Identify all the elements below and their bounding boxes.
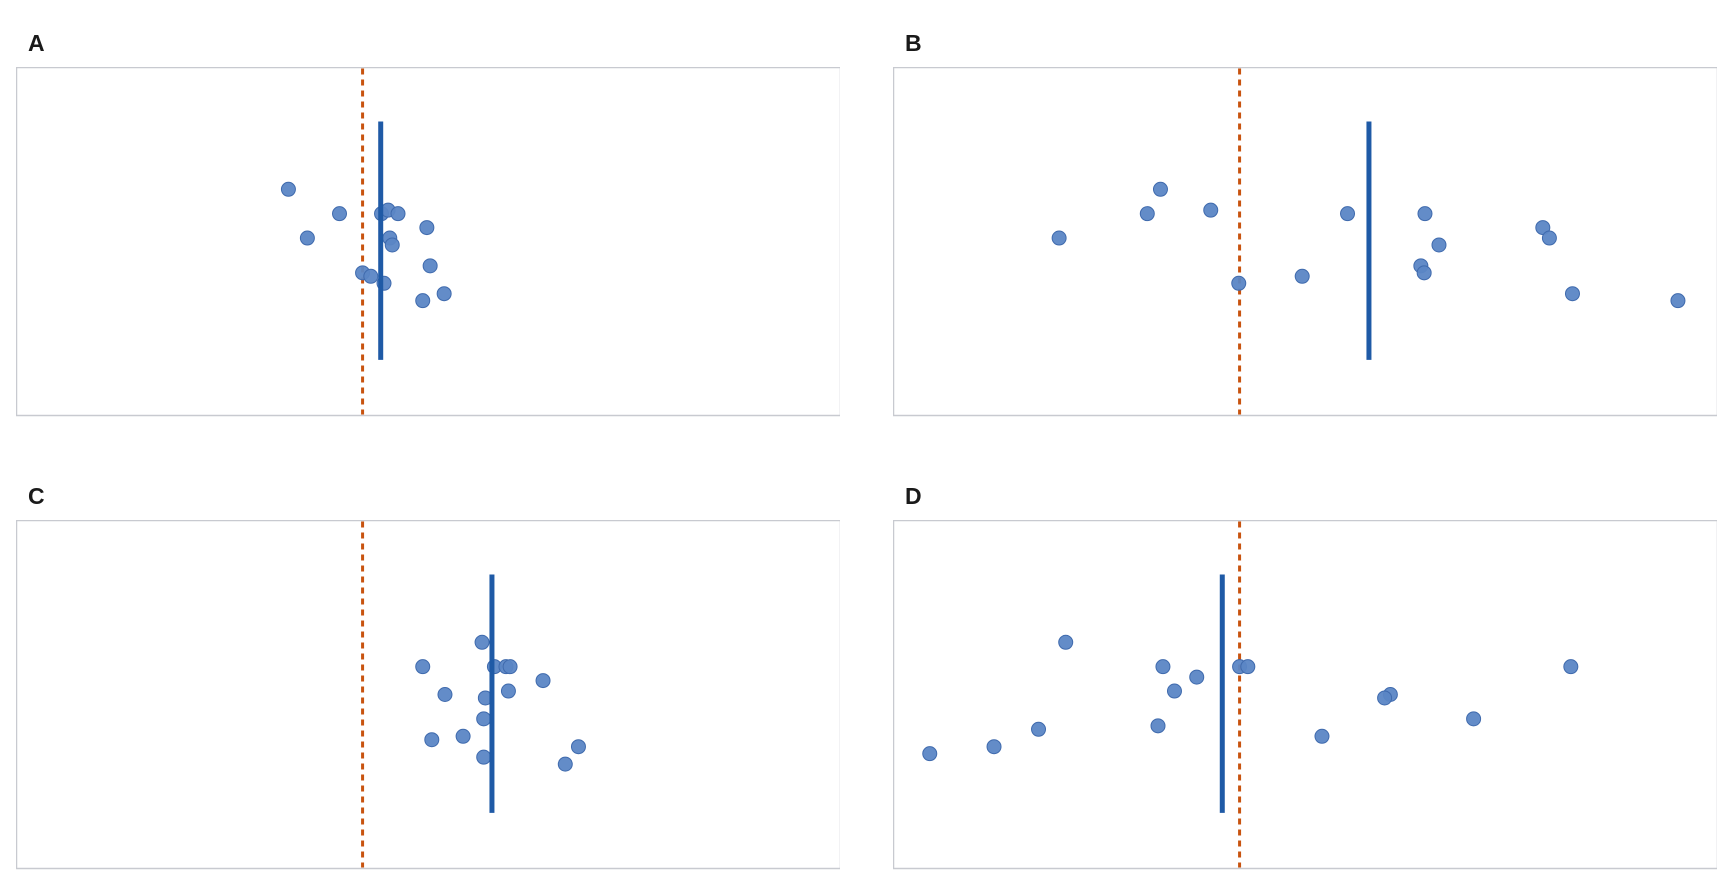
data-point: [922, 746, 938, 762]
data-point: [476, 749, 492, 765]
data-point: [384, 237, 400, 253]
data-point: [1203, 202, 1219, 218]
data-point: [415, 659, 431, 675]
data-point: [502, 659, 518, 675]
data-point: [1670, 293, 1686, 309]
data-point: [1189, 669, 1205, 685]
panel-label: D: [905, 483, 922, 509]
plot-frame: [16, 520, 840, 870]
data-point: [476, 711, 492, 727]
data-point: [455, 728, 471, 744]
data-point: [1231, 275, 1247, 291]
data-point: [1155, 659, 1171, 675]
data-point: [1563, 659, 1579, 675]
plot-area: [16, 520, 840, 870]
plot-area: [16, 67, 840, 417]
data-point: [419, 220, 435, 236]
data-point: [280, 181, 296, 197]
data-point: [1564, 286, 1580, 302]
data-point: [1166, 683, 1182, 699]
data-point: [436, 286, 452, 302]
data-point: [1051, 230, 1067, 246]
data-point: [1294, 268, 1310, 284]
data-point: [1417, 206, 1433, 222]
data-point: [1031, 721, 1047, 737]
data-point: [422, 258, 438, 274]
data-point: [1466, 711, 1482, 727]
data-point: [363, 268, 379, 284]
data-point: [390, 206, 406, 222]
data-point: [1431, 237, 1447, 253]
data-point: [424, 732, 440, 748]
plot-area: [893, 520, 1717, 870]
panel-label: B: [905, 30, 922, 56]
plot-frame: [893, 520, 1717, 870]
data-point: [1314, 728, 1330, 744]
data-point: [474, 634, 490, 650]
data-point: [1340, 206, 1356, 222]
data-point: [415, 293, 431, 309]
data-point: [1541, 230, 1557, 246]
panel-d: D: [893, 479, 1717, 878]
data-point: [1150, 718, 1166, 734]
plot-frame: [16, 67, 840, 417]
data-point: [332, 206, 348, 222]
data-point: [1058, 634, 1074, 650]
panel-c: C: [16, 479, 840, 878]
data-point: [1240, 659, 1256, 675]
panel-a: A: [16, 26, 840, 425]
data-point: [1139, 206, 1155, 222]
data-point: [437, 687, 453, 702]
data-point: [1377, 690, 1393, 706]
data-point: [1152, 181, 1168, 197]
data-point: [557, 756, 573, 772]
panel-label: C: [28, 483, 45, 509]
data-point: [299, 230, 315, 246]
panel-label: A: [28, 30, 45, 56]
data-point: [1416, 265, 1432, 281]
panel-b: B: [893, 26, 1717, 425]
plot-area: [893, 67, 1717, 417]
data-point: [570, 739, 586, 755]
data-point: [535, 673, 551, 689]
data-point: [500, 683, 516, 699]
plot-frame: [893, 67, 1717, 417]
data-point: [986, 739, 1002, 755]
